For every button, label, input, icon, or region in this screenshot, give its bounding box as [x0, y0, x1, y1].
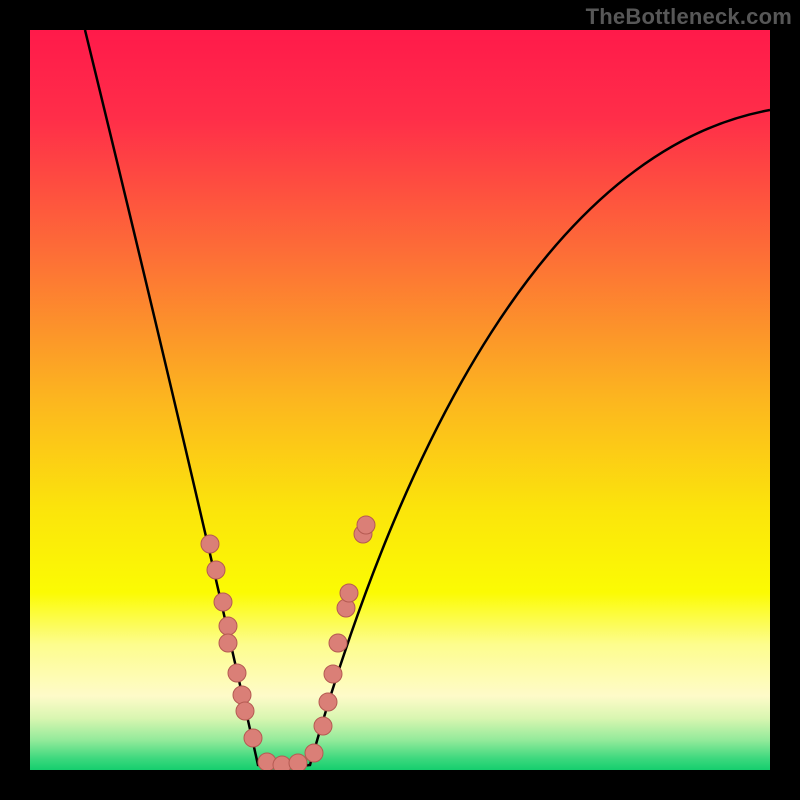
curve-marker [219, 617, 237, 635]
curve-marker [214, 593, 232, 611]
chart-svg [30, 30, 770, 770]
curve-marker [273, 756, 291, 770]
gradient-background [30, 30, 770, 770]
curve-marker [219, 634, 237, 652]
curve-marker [289, 754, 307, 770]
curve-marker [329, 634, 347, 652]
curve-marker [319, 693, 337, 711]
plot-area [30, 30, 770, 770]
watermark-text: TheBottleneck.com [586, 4, 792, 30]
curve-marker [324, 665, 342, 683]
curve-marker [314, 717, 332, 735]
curve-marker [228, 664, 246, 682]
curve-marker [236, 702, 254, 720]
curve-marker [207, 561, 225, 579]
curve-marker [357, 516, 375, 534]
curve-marker [305, 744, 323, 762]
curve-marker [233, 686, 251, 704]
curve-marker [340, 584, 358, 602]
curve-marker [244, 729, 262, 747]
curve-marker [201, 535, 219, 553]
